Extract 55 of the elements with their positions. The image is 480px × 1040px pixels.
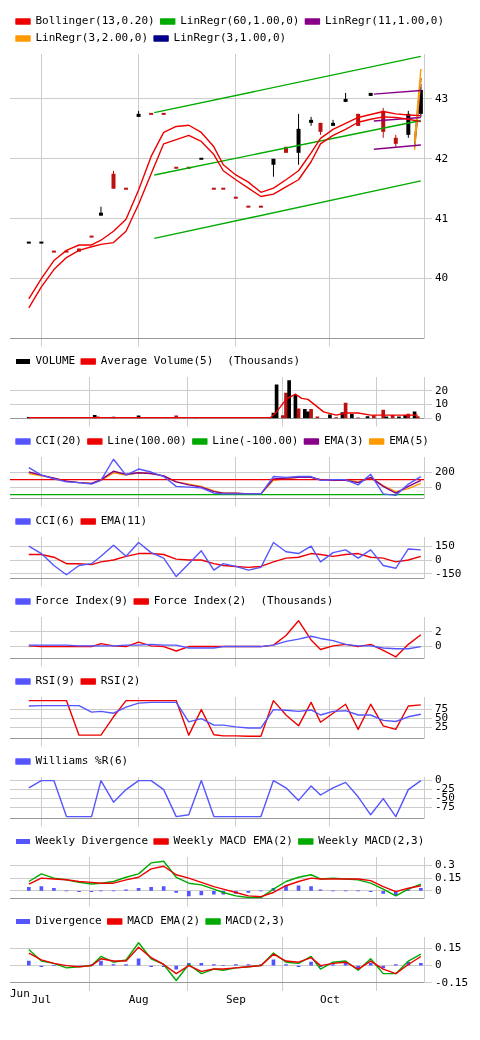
y-tick-label: 200 bbox=[435, 464, 455, 478]
legend-label: MACD(2,3) bbox=[225, 914, 286, 928]
y-tick-label: 0 bbox=[435, 552, 442, 566]
y-tick-label: 0.15 bbox=[435, 941, 462, 955]
y-tick-label: 0 bbox=[435, 958, 442, 972]
y-tick-label: 0 bbox=[435, 411, 442, 425]
y-tick-label: 0 bbox=[435, 479, 442, 493]
y-tick-label: 0 bbox=[435, 883, 442, 897]
y-tick-label: -150 bbox=[435, 566, 462, 580]
y-tick-label: 20 bbox=[435, 383, 449, 397]
y-tick-label: 0.3 bbox=[435, 858, 455, 872]
y-tick-label: 40 bbox=[435, 271, 449, 285]
legend-label: RSI(9) bbox=[35, 674, 76, 688]
legend-label: LinRegr(3,1.00,0) bbox=[173, 31, 287, 45]
x-tick-label: Jul bbox=[31, 993, 52, 1007]
legend-label: EMA(11) bbox=[100, 514, 148, 528]
y-axis-title: (Thousands) bbox=[260, 594, 334, 608]
y-tick-label: 43 bbox=[435, 91, 449, 105]
legend-label: Williams %R(6) bbox=[35, 754, 129, 768]
y-tick-label: 42 bbox=[435, 151, 449, 165]
y-tick-label: 0.15 bbox=[435, 870, 462, 884]
x-tick-label: Sep bbox=[225, 993, 246, 1007]
y-tick-label: -75 bbox=[435, 800, 455, 814]
legend-label: Bollinger(13,0.20) bbox=[35, 14, 155, 28]
y-tick-label: 0 bbox=[435, 773, 442, 787]
legend-label: EMA(3) bbox=[323, 434, 364, 448]
y-tick-label: 25 bbox=[435, 720, 449, 734]
y-tick-label: -0.15 bbox=[435, 975, 469, 989]
legend-label: Line(-100.00) bbox=[212, 434, 299, 448]
legend-label: Weekly MACD EMA(2) bbox=[173, 834, 293, 848]
x-tick-label: Oct bbox=[319, 993, 340, 1007]
y-tick-label: 0 bbox=[435, 639, 442, 653]
legend-label: Line(100.00) bbox=[107, 434, 187, 448]
y-tick-label: 41 bbox=[435, 211, 449, 225]
legend-label: LinRegr(3,2.00,0) bbox=[35, 31, 149, 45]
legend-label: Weekly Divergence bbox=[35, 834, 149, 848]
y-axis-title: (Thousands) bbox=[227, 354, 301, 368]
text: Jun bbox=[10, 987, 30, 1001]
legend-label: Divergence bbox=[35, 914, 102, 928]
y-tick-label: 2 bbox=[435, 624, 442, 638]
legend-label: VOLUME bbox=[35, 354, 76, 368]
legend-label: Weekly MACD(2,3) bbox=[318, 834, 425, 848]
legend-label: CCI(6) bbox=[35, 514, 76, 528]
legend-label: CCI(20) bbox=[35, 434, 82, 448]
legend-label: EMA(5) bbox=[389, 434, 429, 448]
legend-label: MACD EMA(2) bbox=[127, 914, 201, 928]
x-tick-label: Aug bbox=[128, 993, 149, 1007]
legend-label: RSI(2) bbox=[100, 674, 141, 688]
legend-label: LinRegr(60,1.00,0) bbox=[180, 14, 300, 28]
legend-label: Force Index(9) bbox=[35, 594, 129, 608]
y-tick-label: 150 bbox=[435, 539, 455, 553]
legend-label: Force Index(2) bbox=[153, 594, 247, 608]
legend-label: Average Volume(5) bbox=[100, 354, 214, 368]
y-tick-label: 10 bbox=[435, 397, 449, 411]
legend-label: LinRegr(11,1.00,0) bbox=[324, 14, 445, 28]
